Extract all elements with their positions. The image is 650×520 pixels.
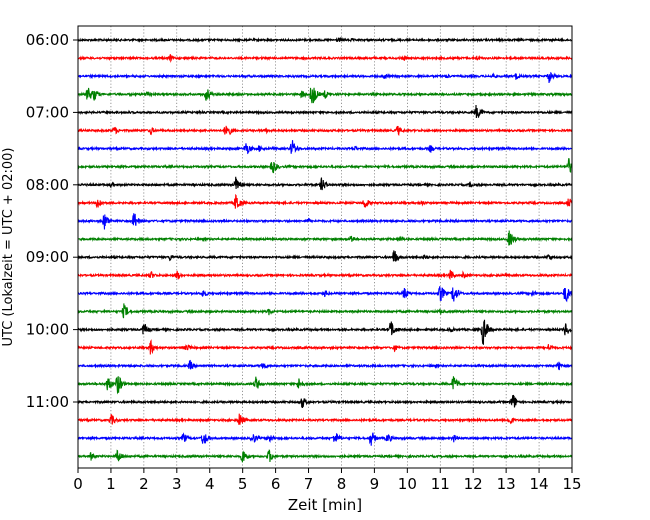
x-tick-label: 11	[431, 475, 450, 493]
trace-row-0815	[77, 193, 573, 209]
trace-row-1000	[77, 319, 573, 345]
trace-row-1045	[77, 376, 573, 395]
x-tick-label: 6	[271, 475, 281, 493]
x-tick-label: 14	[530, 475, 549, 493]
y-tick-label: 08:00	[26, 176, 69, 194]
x-axis-ticks: 0 1 2 3 4 5 6 7 8 9 10 11 12 13 14 15	[73, 468, 582, 493]
y-tick-label: 11:00	[26, 393, 69, 411]
y-axis-label: UTC (Lokalzeit = UTC + 02:00)	[1, 148, 16, 347]
x-axis-label: Zeit [min]	[288, 496, 362, 514]
trace-row-0715	[77, 125, 573, 137]
trace-row-0800	[77, 176, 573, 191]
y-tick-label: 06:00	[26, 31, 69, 49]
x-tick-label: 0	[73, 475, 83, 493]
x-tick-label: 4	[205, 475, 215, 493]
y-axis-ticks: 06:00 07:00 08:00 09:00 10:00 11:00	[26, 31, 78, 411]
trace-row-1100	[77, 394, 573, 409]
trace-row-1130	[77, 432, 573, 446]
trace-row-0930	[77, 286, 573, 303]
x-tick-label: 2	[139, 475, 149, 493]
trace-row-0730	[77, 140, 573, 155]
x-tick-label: 3	[172, 475, 182, 493]
x-tick-label: 5	[238, 475, 248, 493]
trace-row-1030	[77, 359, 573, 371]
seismic-traces	[77, 36, 573, 463]
x-tick-label: 7	[304, 475, 314, 493]
x-tick-label: 9	[370, 475, 380, 493]
x-tick-label: 10	[398, 475, 417, 493]
trace-row-1145	[77, 449, 573, 463]
trace-row-0845	[77, 230, 573, 246]
y-tick-label: 09:00	[26, 248, 69, 266]
trace-row-0630	[77, 71, 573, 83]
trace-row-0745	[77, 158, 573, 174]
x-tick-label: 1	[106, 475, 116, 493]
plot-frame	[77, 25, 573, 469]
x-tick-label: 8	[337, 475, 347, 493]
trace-row-1015	[77, 339, 573, 355]
trace-row-0900	[77, 250, 573, 262]
trace-row-0600	[77, 36, 573, 43]
y-tick-label: 07:00	[26, 103, 69, 121]
gridlines	[110, 26, 540, 468]
trace-row-0945	[77, 303, 573, 319]
x-tick-label: 15	[562, 475, 581, 493]
trace-row-0915	[77, 269, 573, 281]
x-tick-label: 13	[497, 475, 516, 493]
y-tick-label: 10:00	[26, 321, 69, 339]
trace-row-1115	[77, 413, 573, 426]
trace-row-0645	[77, 87, 573, 104]
trace-row-0615	[77, 54, 573, 64]
trace-row-0830	[77, 213, 573, 230]
x-tick-label: 12	[464, 475, 483, 493]
trace-row-0700	[77, 105, 573, 118]
